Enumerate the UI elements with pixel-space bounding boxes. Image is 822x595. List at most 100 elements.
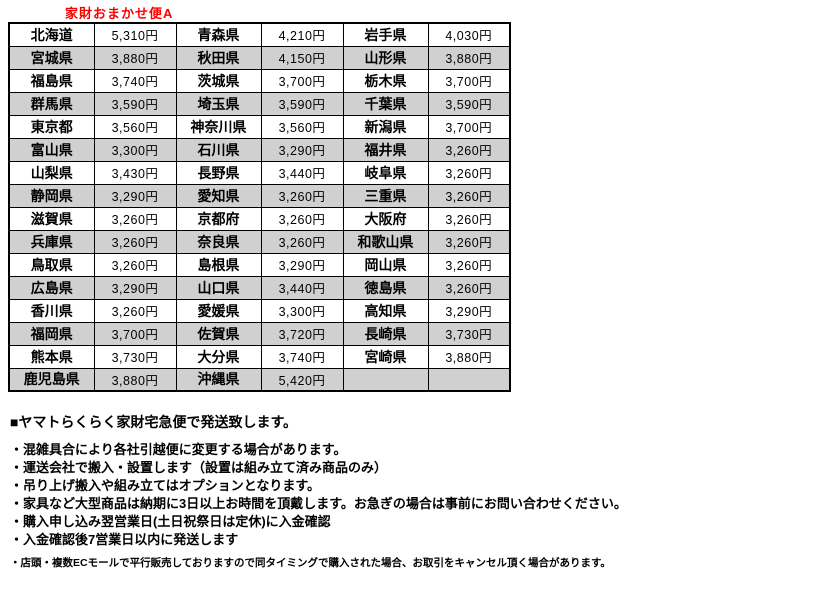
price-cell: 3,260円 [427,183,511,208]
prefecture-cell: 石川県 [175,137,262,162]
table-row: 広島県 3,290円 山口県 3,440円 徳島県 3,260円 [8,275,511,300]
prefecture-cell: 長野県 [175,160,262,185]
price-cell: 3,260円 [427,160,511,185]
shipping-notes: ■ヤマトらくらく家財宅急便で発送致します。 ・混雑具合により各社引越便に変更する… [10,413,810,570]
price-cell: 3,880円 [427,45,511,70]
price-cell: 3,290円 [93,183,177,208]
price-cell: 3,730円 [427,321,511,346]
table-row: 福岡県 3,700円 佐賀県 3,720円 長崎県 3,730円 [8,321,511,346]
prefecture-cell: 愛媛県 [175,298,262,323]
prefecture-cell: 大分県 [175,344,262,369]
price-cell: 3,260円 [93,206,177,231]
prefecture-cell: 茨城県 [175,68,262,93]
fee-table-title: 家財おまかせ便A [65,6,174,21]
prefecture-cell: 福島県 [8,68,95,93]
shipping-notes-footnote: ・店頭・複数ECモールで平行販売しておりますので同タイミングで購入された場合、お… [10,557,611,569]
price-cell: 3,590円 [93,91,177,116]
price-cell: 3,290円 [427,298,511,323]
price-cell: 3,260円 [260,206,344,231]
price-cell: 3,440円 [260,160,344,185]
prefecture-cell: 山梨県 [8,160,95,185]
table-row: 滋賀県 3,260円 京都府 3,260円 大阪府 3,260円 [8,206,511,231]
prefecture-cell: 佐賀県 [175,321,262,346]
prefecture-cell: 神奈川県 [175,114,262,139]
price-cell: 3,260円 [93,229,177,254]
prefecture-cell: 岩手県 [342,22,429,47]
price-cell: 3,260円 [427,206,511,231]
prefecture-cell: 熊本県 [8,344,95,369]
price-cell: 3,260円 [260,183,344,208]
prefecture-cell: 山口県 [175,275,262,300]
prefecture-cell: 青森県 [175,22,262,47]
prefecture-cell: 沖縄県 [175,367,262,392]
prefecture-cell: 埼玉県 [175,91,262,116]
table-row: 熊本県 3,730円 大分県 3,740円 宮崎県 3,880円 [8,344,511,369]
price-cell: 3,700円 [93,321,177,346]
prefecture-cell: 宮城県 [8,45,95,70]
prefecture-cell: 島根県 [175,252,262,277]
table-row: 福島県 3,740円 茨城県 3,700円 栃木県 3,700円 [8,68,511,93]
price-cell: 3,260円 [427,252,511,277]
prefecture-cell: 富山県 [8,137,95,162]
price-cell: 3,700円 [427,68,511,93]
price-cell: 3,730円 [93,344,177,369]
prefecture-cell: 静岡県 [8,183,95,208]
prefecture-cell: 高知県 [342,298,429,323]
table-row: 宮城県 3,880円 秋田県 4,150円 山形県 3,880円 [8,45,511,70]
prefecture-cell: 北海道 [8,22,95,47]
table-row: 富山県 3,300円 石川県 3,290円 福井県 3,260円 [8,137,511,162]
price-cell: 3,740円 [260,344,344,369]
shipping-notes-heading: ■ヤマトらくらく家財宅急便で発送致します。 [10,414,298,430]
prefecture-cell [342,367,429,392]
price-cell: 3,260円 [427,137,511,162]
prefecture-cell: 奈良県 [175,229,262,254]
table-row: 兵庫県 3,260円 奈良県 3,260円 和歌山県 3,260円 [8,229,511,254]
table-row: 群馬県 3,590円 埼玉県 3,590円 千葉県 3,590円 [8,91,511,116]
price-cell: 3,560円 [260,114,344,139]
price-cell: 3,260円 [260,229,344,254]
prefecture-cell: 福岡県 [8,321,95,346]
price-cell: 3,560円 [93,114,177,139]
note-bullet: ・購入申し込み翌営業日(土日祝祭日は定休)に入金確認 [10,514,331,529]
prefecture-cell: 香川県 [8,298,95,323]
note-bullet: ・混雑具合により各社引越便に変更する場合があります。 [10,442,347,457]
price-cell: 3,290円 [260,252,344,277]
price-cell: 4,030円 [427,22,511,47]
prefecture-cell: 鹿児島県 [8,367,95,392]
prefecture-fee-table: 北海道 5,310円 青森県 4,210円 岩手県 4,030円 宮城県 3,880円 秋田県 4… [8,22,511,392]
prefecture-cell: 三重県 [342,183,429,208]
note-bullet: ・吊り上げ搬入や組み立てはオプションとなります。 [10,478,321,493]
prefecture-cell: 滋賀県 [8,206,95,231]
note-bullet: ・家具など大型商品は納期に3日以上お時間を頂戴します。お急ぎの場合は事前にお問い… [10,496,627,511]
prefecture-cell: 長崎県 [342,321,429,346]
price-cell: 3,300円 [260,298,344,323]
prefecture-cell: 兵庫県 [8,229,95,254]
table-row: 静岡県 3,290円 愛知県 3,260円 三重県 3,260円 [8,183,511,208]
note-bullet: ・運送会社で搬入・設置します（設置は組み立て済み商品のみ） [10,460,388,475]
price-cell: 3,720円 [260,321,344,346]
prefecture-cell: 群馬県 [8,91,95,116]
prefecture-cell: 大阪府 [342,206,429,231]
price-cell: 3,440円 [260,275,344,300]
price-cell: 3,260円 [93,298,177,323]
price-cell: 3,430円 [93,160,177,185]
price-cell: 3,260円 [427,229,511,254]
table-row: 鹿児島県 3,880円 沖縄県 5,420円 [8,367,511,392]
prefecture-cell: 徳島県 [342,275,429,300]
price-cell: 3,260円 [427,275,511,300]
prefecture-cell: 東京都 [8,114,95,139]
table-row: 東京都 3,560円 神奈川県 3,560円 新潟県 3,700円 [8,114,511,139]
price-cell: 3,700円 [427,114,511,139]
price-cell [427,367,511,392]
prefecture-cell: 鳥取県 [8,252,95,277]
table-row: 香川県 3,260円 愛媛県 3,300円 高知県 3,290円 [8,298,511,323]
price-cell: 4,150円 [260,45,344,70]
price-cell: 3,260円 [93,252,177,277]
prefecture-cell: 福井県 [342,137,429,162]
table-row: 北海道 5,310円 青森県 4,210円 岩手県 4,030円 [8,22,511,47]
prefecture-cell: 新潟県 [342,114,429,139]
prefecture-cell: 千葉県 [342,91,429,116]
table-row: 鳥取県 3,260円 島根県 3,290円 岡山県 3,260円 [8,252,511,277]
price-cell: 3,290円 [260,137,344,162]
